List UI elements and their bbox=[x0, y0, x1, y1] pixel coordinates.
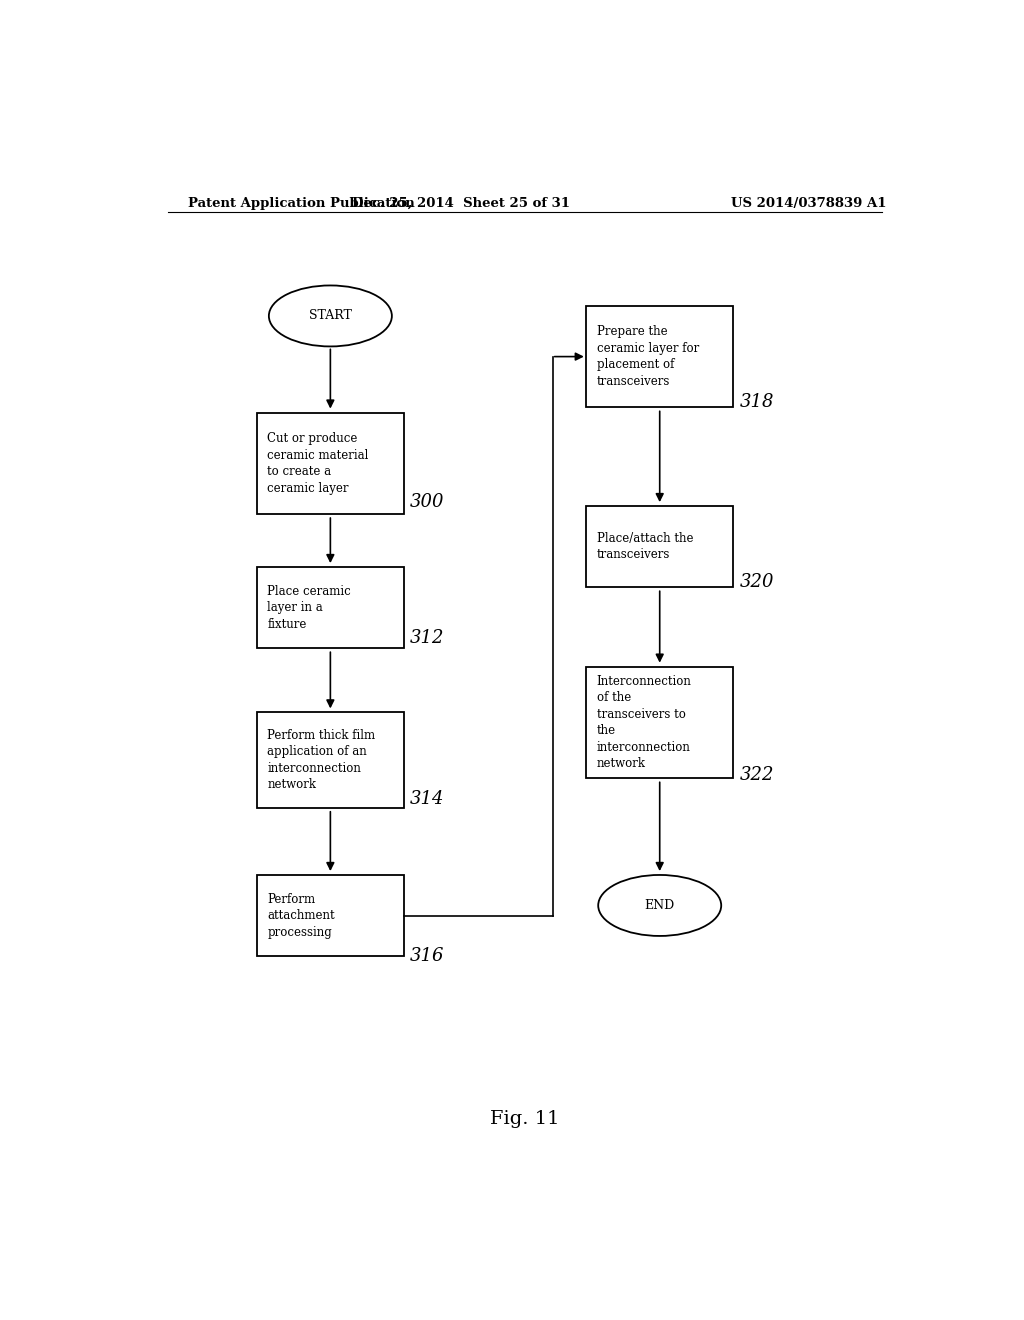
Text: Perform thick film
application of an
interconnection
network: Perform thick film application of an int… bbox=[267, 729, 376, 792]
Text: 314: 314 bbox=[411, 789, 444, 808]
Text: Dec. 25, 2014  Sheet 25 of 31: Dec. 25, 2014 Sheet 25 of 31 bbox=[352, 197, 570, 210]
Text: Cut or produce
ceramic material
to create a
ceramic layer: Cut or produce ceramic material to creat… bbox=[267, 432, 369, 495]
Text: 322: 322 bbox=[739, 767, 774, 784]
Text: Place/attach the
transceivers: Place/attach the transceivers bbox=[597, 532, 693, 561]
Text: Patent Application Publication: Patent Application Publication bbox=[187, 197, 415, 210]
Text: 300: 300 bbox=[411, 492, 444, 511]
Text: 316: 316 bbox=[411, 948, 444, 965]
Text: 312: 312 bbox=[411, 630, 444, 647]
Text: START: START bbox=[309, 309, 352, 322]
Text: Perform
attachment
processing: Perform attachment processing bbox=[267, 892, 335, 939]
Text: Prepare the
ceramic layer for
placement of
transceivers: Prepare the ceramic layer for placement … bbox=[597, 325, 698, 388]
Text: END: END bbox=[644, 899, 675, 912]
Text: Place ceramic
layer in a
fixture: Place ceramic layer in a fixture bbox=[267, 585, 351, 631]
Text: Interconnection
of the
transceivers to
the
interconnection
network: Interconnection of the transceivers to t… bbox=[597, 675, 691, 771]
Text: Fig. 11: Fig. 11 bbox=[490, 1110, 559, 1127]
Text: 320: 320 bbox=[739, 573, 774, 591]
Text: US 2014/0378839 A1: US 2014/0378839 A1 bbox=[731, 197, 887, 210]
Text: 318: 318 bbox=[739, 393, 774, 412]
